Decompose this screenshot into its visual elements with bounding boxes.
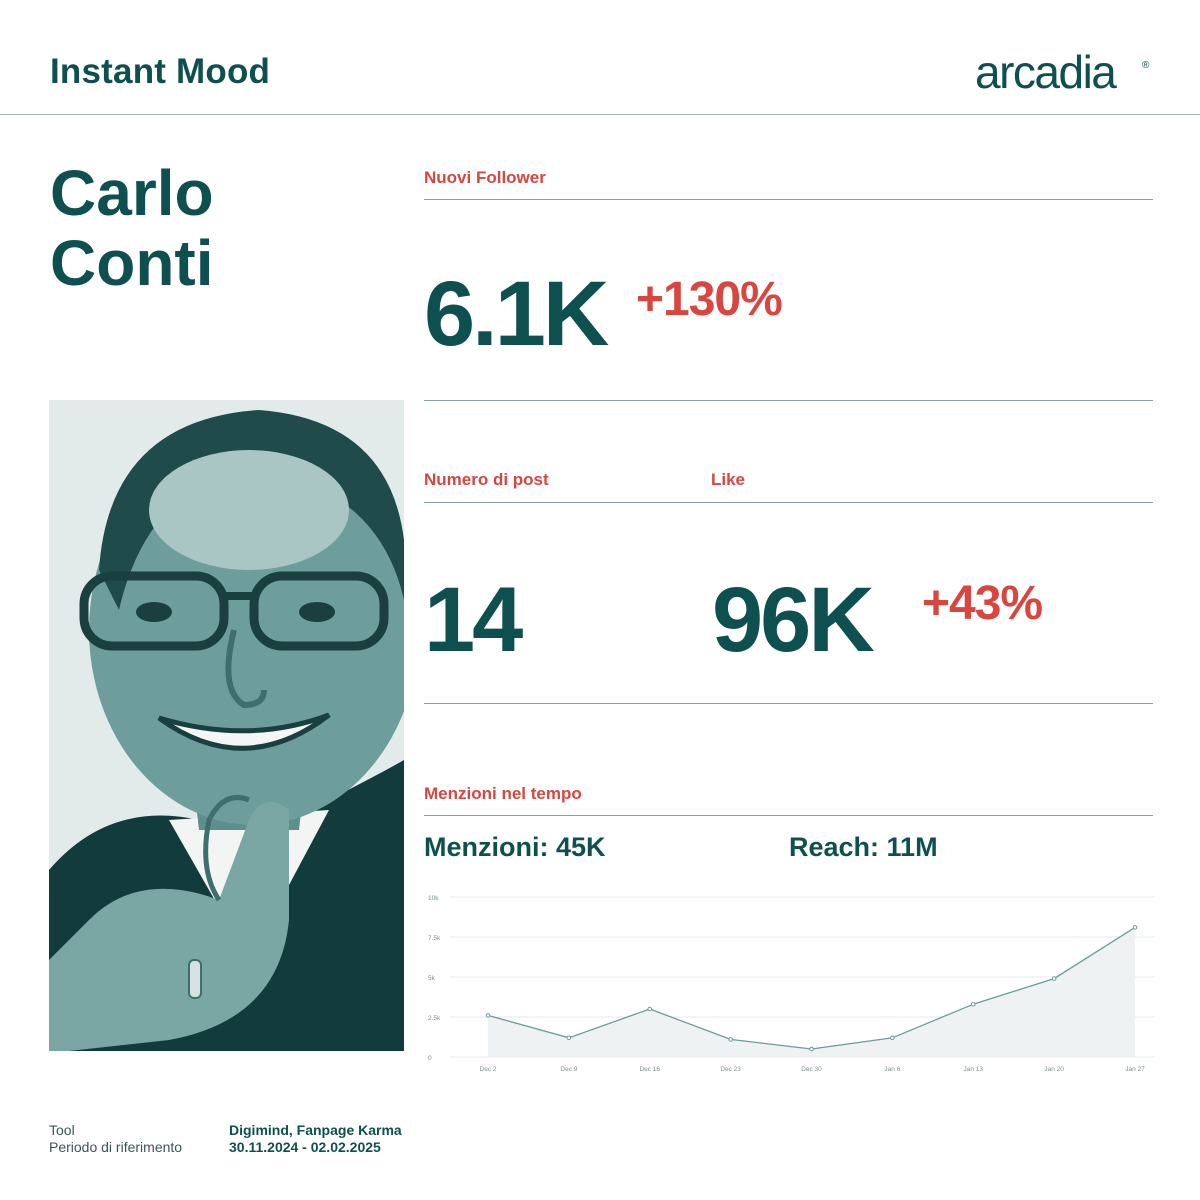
likes-value: 96K [712, 569, 875, 671]
x-tick-label: Jan 13 [963, 1066, 983, 1073]
header-bar: Instant Mood arcadia ® [0, 0, 1200, 115]
y-tick-label: 2.5k [428, 1015, 441, 1022]
x-tick-label: Jan 6 [884, 1066, 900, 1073]
followers-label: Nuovi Follower [424, 168, 546, 187]
divider [424, 703, 1153, 704]
person-last-name: Conti [50, 227, 214, 299]
x-tick-label: Dec 23 [720, 1066, 741, 1073]
portrait-illustration [49, 400, 404, 1051]
chart-x-ticks: Dec 2 Dec 9 Dec 16 Dec 23 Dec 30 Jan 6 Jan 13 J… [480, 1066, 1146, 1073]
arcadia-logo: arcadia [975, 46, 1117, 98]
y-tick-label: 10k [428, 895, 439, 902]
divider [424, 199, 1153, 200]
page-title: Instant Mood [50, 52, 271, 91]
data-point [890, 1035, 895, 1041]
data-point [485, 1013, 491, 1018]
divider [424, 502, 1153, 503]
data-point [566, 1035, 572, 1041]
y-tick-label: 7.5k [428, 935, 441, 942]
likes-label: Like [711, 470, 746, 489]
tool-label: Tool [49, 1122, 75, 1138]
reach-count: Reach: 11M [789, 832, 938, 862]
data-point [970, 1001, 976, 1007]
chart-y-ticks: 0 2.5k 5k 7.5k 10k [428, 895, 441, 1062]
data-point [728, 1037, 733, 1042]
x-tick-label: Dec 9 [560, 1066, 577, 1073]
x-tick-label: Dec 16 [639, 1066, 660, 1073]
tool-value: Digimind, Fanpage Karma [229, 1122, 402, 1138]
data-point [1132, 925, 1138, 930]
person-photo [49, 400, 404, 1051]
x-tick-label: Dec 2 [480, 1066, 497, 1073]
mentions-count: Menzioni: 45K [424, 832, 606, 862]
y-tick-label: 0 [428, 1055, 432, 1062]
mentions-label: Menzioni nel tempo [424, 784, 582, 803]
x-tick-label: Dec 30 [801, 1066, 822, 1073]
posts-value: 14 [424, 569, 523, 671]
divider [424, 815, 1153, 816]
registered-mark: ® [1142, 60, 1150, 71]
data-point [809, 1046, 814, 1052]
followers-delta: +130% [636, 273, 783, 326]
y-tick-label: 5k [428, 975, 436, 982]
period-value: 30.11.2024 - 02.02.2025 [229, 1139, 381, 1155]
period-label: Periodo di riferimento [49, 1139, 183, 1155]
divider [424, 400, 1153, 401]
posts-label: Numero di post [424, 470, 549, 489]
data-point [647, 1006, 653, 1012]
x-tick-label: Jan 27 [1125, 1066, 1145, 1073]
data-point [1051, 976, 1057, 981]
x-tick-label: Jan 20 [1044, 1066, 1064, 1073]
mentions-area [488, 927, 1135, 1057]
person-first-name: Carlo [50, 157, 214, 229]
person-name: Carlo Conti [50, 158, 214, 298]
likes-delta: +43% [922, 577, 1043, 630]
chart-points [485, 925, 1138, 1052]
followers-value: 6.1K [424, 263, 609, 365]
